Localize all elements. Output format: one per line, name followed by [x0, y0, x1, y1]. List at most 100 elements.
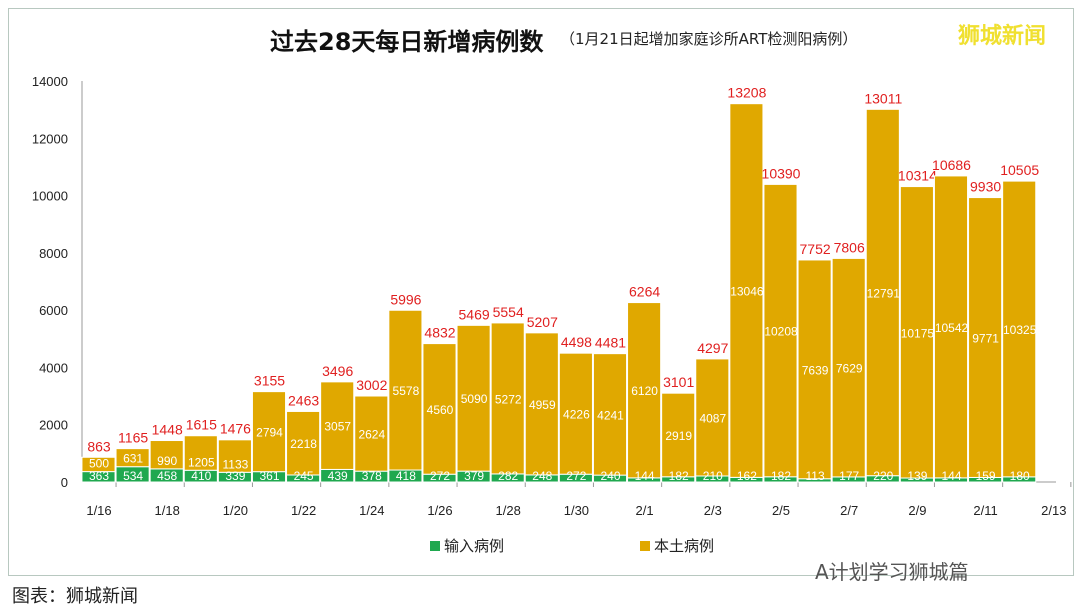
bar-local [797, 259, 832, 480]
y-tick-label: 6000 [39, 303, 68, 318]
total-label: 10314 [898, 168, 937, 184]
imported-label: 180 [1010, 469, 1030, 483]
imported-label: 248 [532, 469, 552, 483]
x-tick-label: 1/18 [155, 503, 180, 518]
local-label: 13046 [730, 285, 764, 299]
y-tick-label: 2000 [39, 418, 68, 433]
local-label: 500 [89, 457, 109, 471]
local-label: 1133 [222, 457, 248, 471]
y-tick-label: 8000 [39, 246, 68, 261]
footer-watermark: A计划学习狮城篇 [815, 560, 969, 584]
x-tick-label: 2/13 [1041, 503, 1066, 518]
imported-label: 272 [566, 469, 586, 483]
imported-label: 272 [430, 469, 450, 483]
bar-local [183, 435, 218, 471]
local-label: 10325 [1003, 323, 1037, 337]
imported-label: 182 [771, 469, 791, 483]
legend-swatch [430, 541, 440, 551]
imported-label: 361 [259, 469, 279, 483]
legend-label: 输入病例 [444, 537, 504, 555]
bar-local [695, 358, 730, 477]
imported-label: 418 [396, 469, 416, 483]
local-label: 5090 [461, 392, 488, 406]
imported-label: 159 [976, 469, 996, 483]
bar-local [763, 183, 798, 478]
x-tick-label: 2/11 [973, 503, 997, 518]
bar-local [422, 343, 457, 475]
x-tick-label: 1/26 [427, 503, 452, 518]
local-label: 9771 [972, 332, 999, 346]
total-label: 4481 [595, 335, 626, 351]
total-label: 5554 [493, 304, 524, 320]
bar-local [592, 353, 628, 476]
local-label: 4959 [529, 398, 556, 412]
local-label: 10208 [764, 325, 798, 339]
bar-local [286, 410, 321, 476]
x-tick-label: 2/5 [772, 503, 790, 518]
local-label: 4087 [699, 411, 726, 425]
x-tick-label: 1/22 [291, 503, 316, 518]
x-tick-label: 2/9 [908, 503, 926, 518]
imported-label: 182 [669, 469, 689, 483]
imported-label: 245 [294, 469, 314, 483]
local-label: 10542 [935, 321, 969, 335]
x-tick-label: 1/28 [496, 503, 521, 518]
bar-local [968, 197, 1003, 478]
total-label: 13208 [727, 85, 766, 101]
x-tick-label: 2/3 [704, 503, 722, 518]
bar-local [524, 332, 559, 476]
bar-local [1002, 180, 1037, 478]
imported-label: 210 [703, 469, 723, 483]
total-label: 9930 [970, 179, 1001, 195]
total-label: 863 [87, 438, 111, 454]
total-label: 1448 [152, 422, 183, 438]
total-label: 1476 [220, 421, 251, 437]
imported-label: 144 [941, 469, 961, 483]
bar-local [933, 175, 969, 479]
local-label: 2794 [256, 426, 283, 440]
total-label: 6264 [629, 284, 660, 300]
chart-subtitle: （1月21日起增加家庭诊所ART检测阳病例） [560, 30, 858, 48]
footer-credit: 图表：狮城新闻 [12, 586, 138, 607]
imported-label: 162 [737, 469, 757, 483]
y-tick-label: 12000 [32, 131, 68, 146]
bar-local [388, 309, 423, 471]
bar-local [558, 352, 593, 475]
imported-label: 534 [123, 469, 143, 483]
imported-label: 113 [806, 469, 825, 483]
total-label: 10390 [762, 165, 801, 181]
total-label: 3101 [663, 374, 694, 390]
total-label: 3155 [254, 373, 285, 389]
total-label: 5469 [459, 306, 490, 322]
local-label: 12791 [867, 287, 901, 301]
imported-label: 220 [873, 469, 893, 483]
chart-title: 过去28天每日新增病例数 [270, 28, 544, 56]
imported-label: 240 [600, 469, 620, 483]
imported-label: 177 [839, 469, 859, 483]
bar-local [865, 108, 900, 477]
bar-local [729, 103, 764, 478]
total-label: 5996 [390, 291, 421, 307]
bar-local [831, 257, 866, 478]
x-tick-label: 1/30 [564, 503, 589, 518]
total-label: 2463 [288, 392, 319, 408]
bar-local [217, 439, 252, 473]
bar-local [627, 302, 662, 479]
local-label: 5272 [495, 392, 522, 406]
imported-label: 139 [907, 469, 927, 483]
total-label: 1165 [118, 430, 148, 446]
local-label: 3057 [324, 420, 351, 434]
total-label: 7806 [834, 239, 865, 255]
total-label: 10686 [932, 157, 971, 173]
total-label: 4832 [424, 325, 455, 341]
imported-label: 439 [328, 469, 348, 483]
bar-local [149, 440, 184, 470]
bar-local [490, 322, 525, 475]
bar-local [661, 392, 696, 478]
total-label: 4498 [561, 334, 592, 350]
local-label: 4560 [427, 403, 454, 417]
imported-label: 379 [464, 469, 484, 483]
local-label: 2218 [290, 437, 317, 451]
x-tick-label: 2/1 [636, 503, 654, 518]
